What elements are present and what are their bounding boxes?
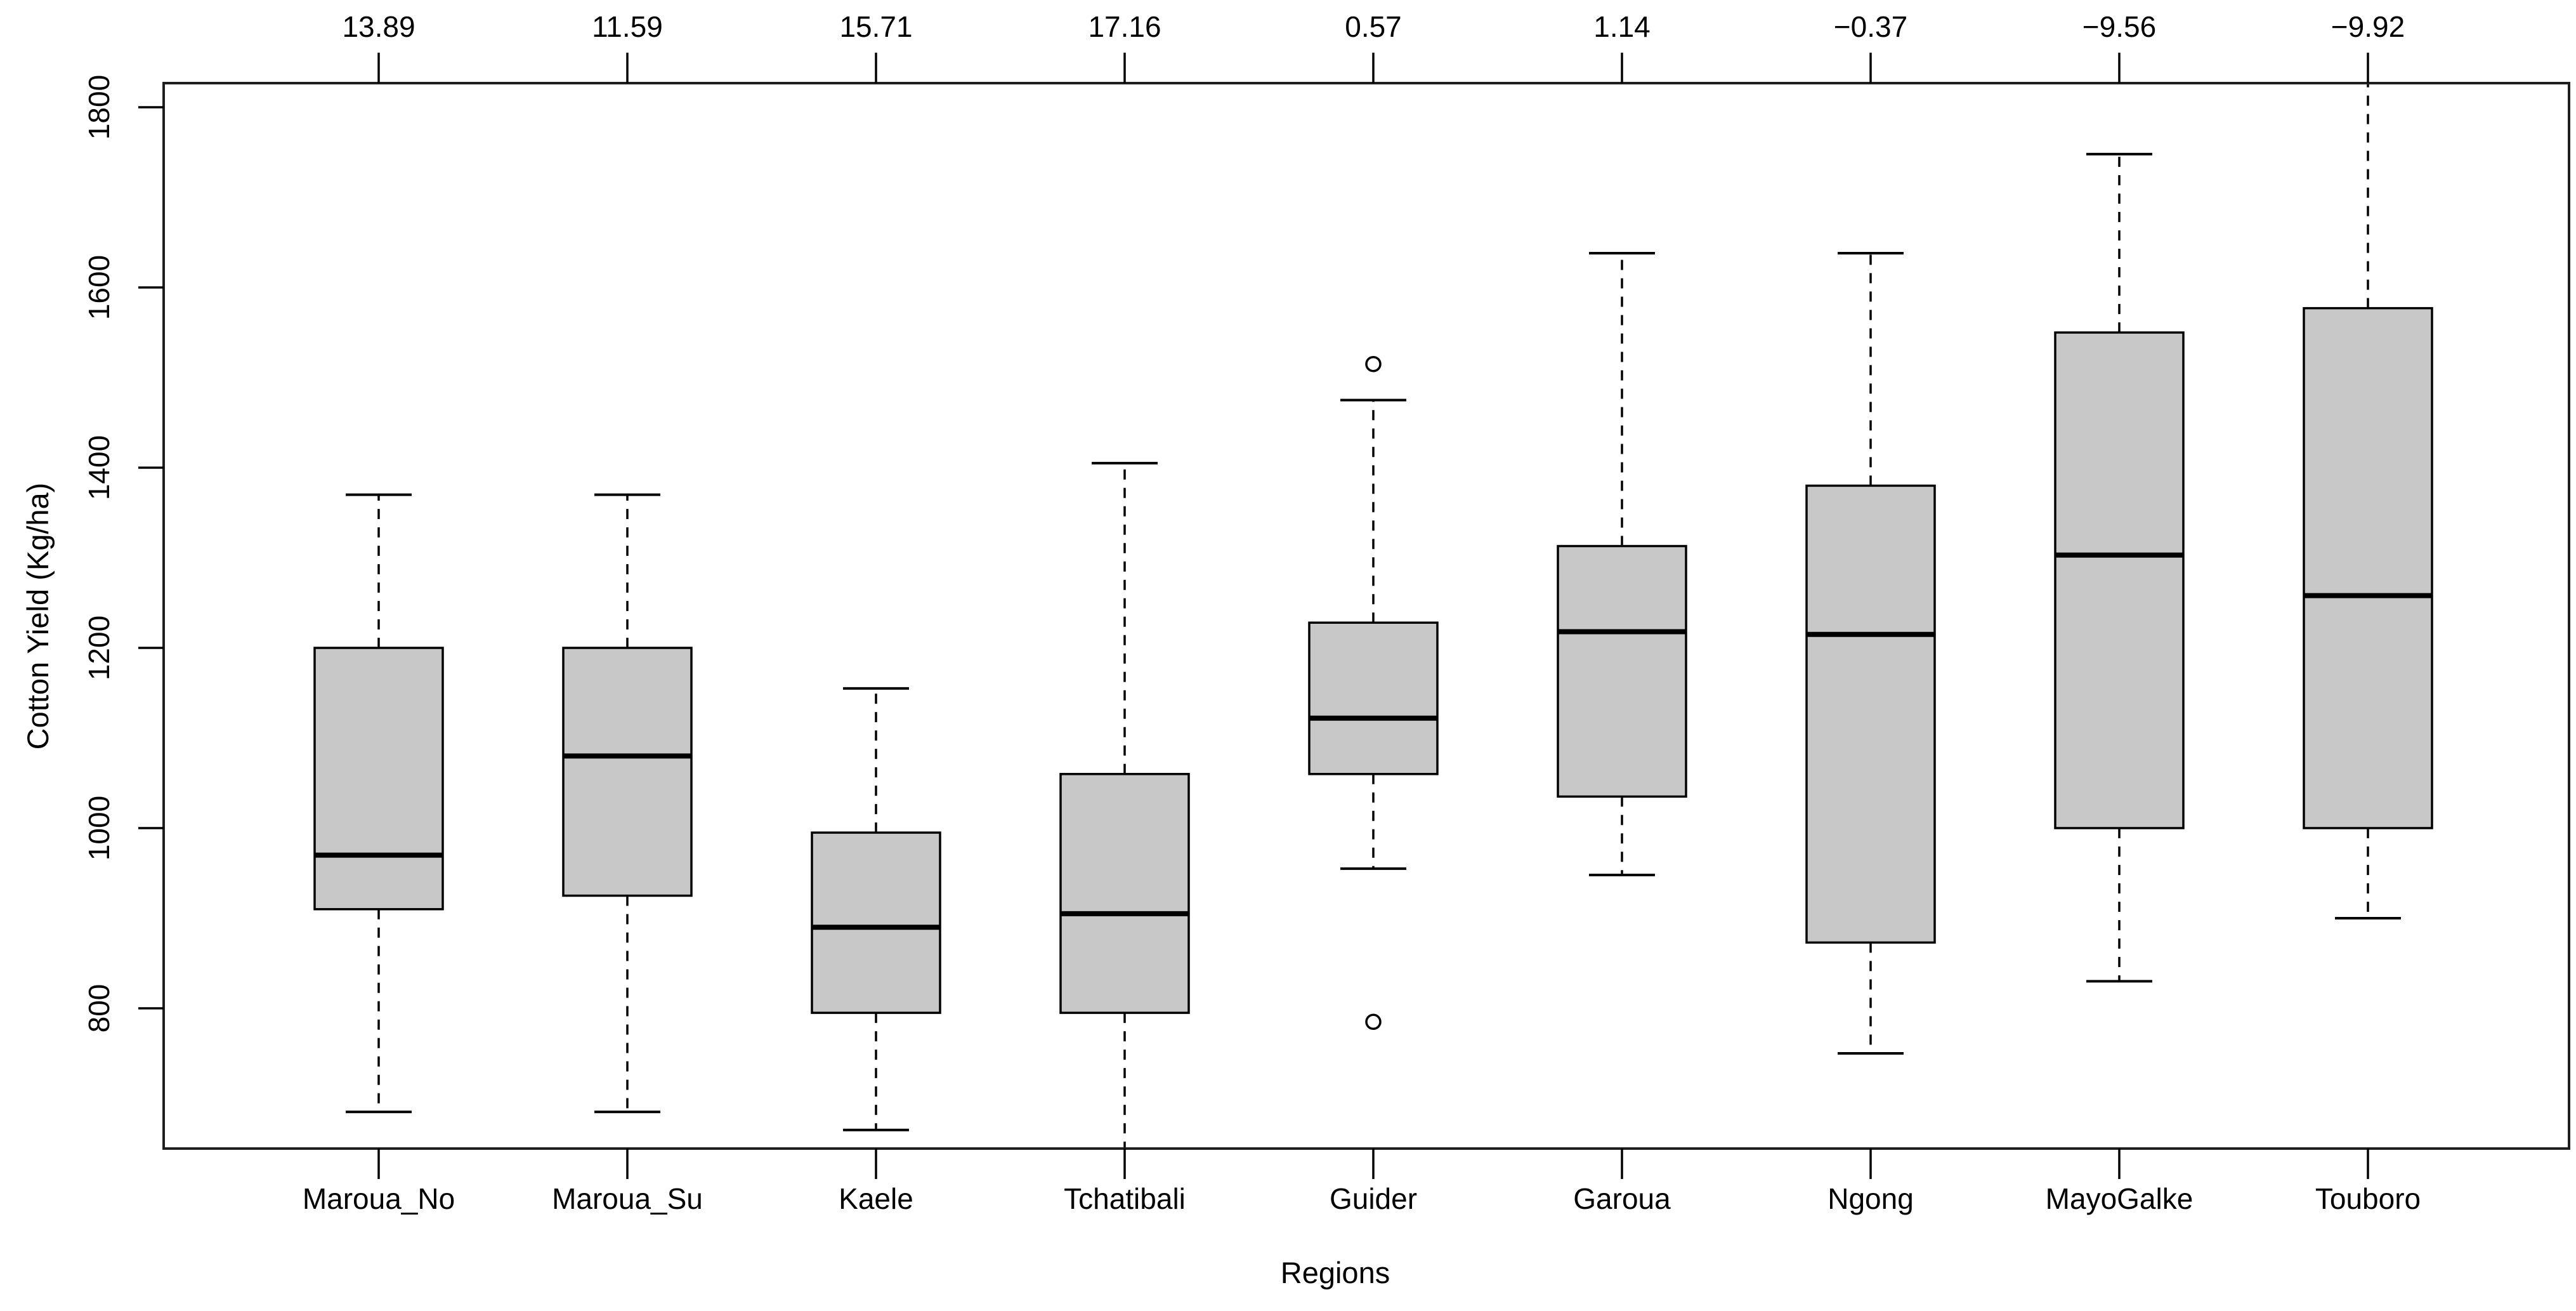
- top-axis-value-label: 1.14: [1593, 10, 1651, 43]
- iqr-box: [1557, 544, 1687, 798]
- x-axis-category-label: Maroua_No: [303, 1182, 455, 1215]
- boxes-layer: [313, 83, 2433, 1149]
- axes-layer: 800 1000 1200 1400 1600 1800 13.89 Maroua_No 11.…: [82, 10, 2570, 1215]
- x-axis-category-label: Maroua_Su: [552, 1182, 703, 1215]
- outlier-point: [1365, 355, 1382, 372]
- top-axis-value-label: 11.59: [592, 10, 663, 43]
- y-axis-tick-label: 1200: [82, 616, 115, 680]
- x-axis-category-label: Tchatibali: [1064, 1182, 1186, 1215]
- iqr-box: [2054, 331, 2185, 829]
- boxplot-garoua: [1557, 252, 1687, 876]
- plot-frame: [162, 82, 2570, 1150]
- x-axis-category-label: MayoGalke: [2046, 1182, 2194, 1215]
- outlier-point: [1365, 1013, 1382, 1031]
- top-axis-value-label: −9.56: [2082, 10, 2156, 43]
- iqr-box: [313, 647, 444, 911]
- x-axis-category-label: Kaele: [839, 1182, 913, 1215]
- top-axis-value-label: 13.89: [342, 10, 415, 43]
- boxplot-tchatibali: [1059, 461, 1190, 1149]
- y-axis-tick-label: 1800: [82, 75, 115, 140]
- boxplot-guider: [1308, 355, 1439, 1031]
- iqr-box: [2303, 306, 2433, 829]
- iqr-box: [1308, 621, 1439, 775]
- y-axis-tick-label: 800: [82, 984, 115, 1033]
- boxplot-kaele: [811, 687, 941, 1131]
- boxplot-maroua_no: [313, 493, 444, 1114]
- x-axis-category-label: Guider: [1330, 1182, 1417, 1215]
- top-axis-value-label: 17.16: [1088, 10, 1161, 43]
- x-axis-category-label: Ngong: [1827, 1182, 1914, 1215]
- boxplot-touboro: [2303, 83, 2433, 919]
- x-axis-category-label: Garoua: [1573, 1182, 1671, 1215]
- iqr-box: [562, 647, 693, 897]
- top-axis-value-label: −0.37: [1834, 10, 1907, 43]
- boxplot-maroua_su: [562, 493, 693, 1114]
- y-axis-title: Cotton Yield (Kg/ha): [21, 483, 55, 750]
- top-axis-value-label: 0.57: [1345, 10, 1402, 43]
- top-axis-value-label: 15.71: [839, 10, 912, 43]
- y-axis-tick-label: 1000: [82, 796, 115, 860]
- x-axis-category-label: Touboro: [2315, 1182, 2421, 1215]
- iqr-box: [811, 831, 941, 1014]
- iqr-box: [1059, 773, 1190, 1014]
- iqr-box: [1805, 484, 1936, 944]
- x-axis-title: Regions: [1281, 1256, 1390, 1289]
- boxplot-mayogalke: [2054, 152, 2185, 983]
- y-axis-tick-label: 1600: [82, 255, 115, 320]
- boxplot-ngong: [1805, 252, 1936, 1055]
- y-axis-tick-label: 1400: [82, 435, 115, 500]
- top-axis-value-label: −9.92: [2331, 10, 2405, 43]
